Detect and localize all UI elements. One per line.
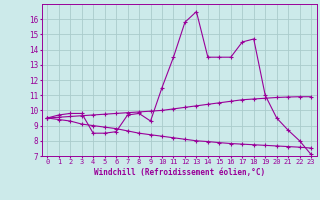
X-axis label: Windchill (Refroidissement éolien,°C): Windchill (Refroidissement éolien,°C) (94, 168, 265, 177)
